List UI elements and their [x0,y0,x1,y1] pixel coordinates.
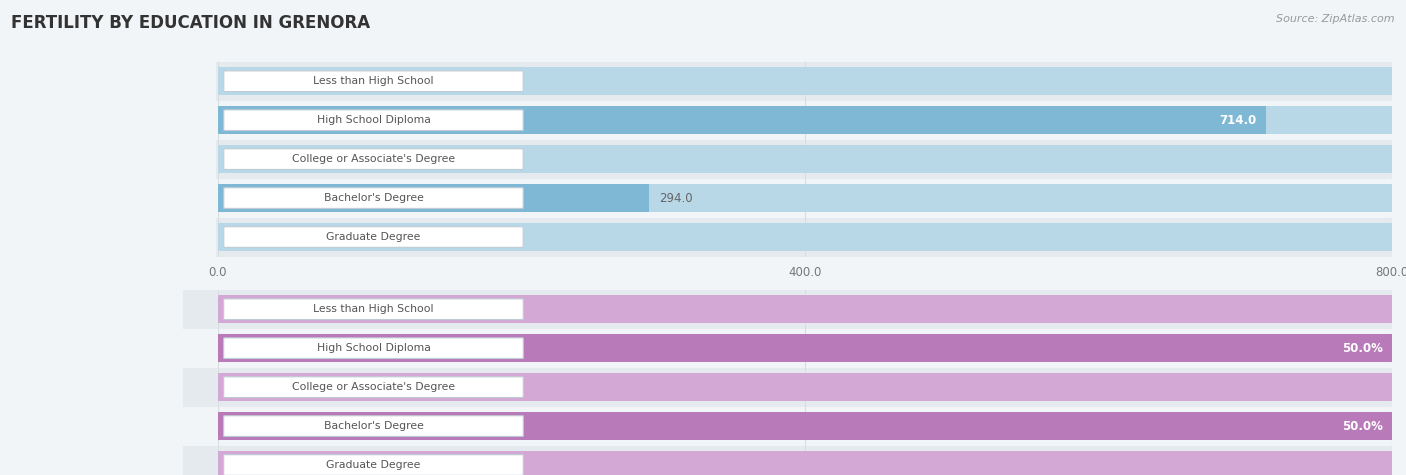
Bar [218,145,1392,173]
Bar [218,290,1392,329]
Bar [218,67,1392,95]
Bar [218,184,650,212]
FancyBboxPatch shape [224,338,523,359]
FancyBboxPatch shape [224,227,523,247]
Bar [218,62,1392,101]
Text: 0.0%: 0.0% [229,303,259,316]
Bar [218,329,1392,368]
Text: High School Diploma: High School Diploma [316,115,430,125]
Text: 50.0%: 50.0% [1341,342,1382,355]
Bar [183,329,218,368]
Bar [218,373,1392,401]
Text: 0.0: 0.0 [229,152,247,166]
Bar [218,106,1392,134]
Text: Graduate Degree: Graduate Degree [326,460,420,470]
Bar [215,218,218,256]
Text: Graduate Degree: Graduate Degree [326,232,420,242]
Bar [218,368,1392,407]
Text: Bachelor's Degree: Bachelor's Degree [323,421,423,431]
Bar [218,223,1392,251]
Text: 294.0: 294.0 [659,191,692,205]
Text: Source: ZipAtlas.com: Source: ZipAtlas.com [1277,14,1395,24]
Bar [215,101,218,140]
Bar [218,295,1392,323]
Text: 0.0%: 0.0% [229,458,259,472]
FancyBboxPatch shape [224,377,523,398]
Text: Less than High School: Less than High School [314,304,433,314]
Bar [183,407,218,446]
Bar [183,290,218,329]
Text: College or Associate's Degree: College or Associate's Degree [292,382,456,392]
FancyBboxPatch shape [224,110,523,131]
Bar [218,412,1392,440]
Text: 0.0: 0.0 [229,75,247,88]
Bar [218,218,1392,256]
Bar [218,101,1392,140]
Bar [218,407,1392,446]
Text: 0.0%: 0.0% [229,380,259,394]
Text: College or Associate's Degree: College or Associate's Degree [292,154,456,164]
Text: 0.0: 0.0 [229,230,247,244]
Text: Less than High School: Less than High School [314,76,433,86]
Text: 714.0: 714.0 [1219,114,1257,127]
Bar [215,140,218,179]
Text: 50.0%: 50.0% [1341,419,1382,433]
Bar [218,451,1392,475]
Bar [218,184,1392,212]
Text: FERTILITY BY EDUCATION IN GRENORA: FERTILITY BY EDUCATION IN GRENORA [11,14,370,32]
Bar [215,62,218,101]
Bar [215,179,218,218]
Bar [218,334,1392,362]
FancyBboxPatch shape [224,149,523,170]
Bar [218,412,1392,440]
Bar [183,368,218,407]
FancyBboxPatch shape [224,71,523,92]
Bar [218,140,1392,179]
Text: High School Diploma: High School Diploma [316,343,430,353]
FancyBboxPatch shape [224,299,523,320]
Bar [183,446,218,475]
FancyBboxPatch shape [224,416,523,437]
Bar [218,334,1392,362]
Bar [218,446,1392,475]
FancyBboxPatch shape [224,188,523,209]
Text: Bachelor's Degree: Bachelor's Degree [323,193,423,203]
Bar [218,179,1392,218]
Bar [218,106,1265,134]
FancyBboxPatch shape [224,455,523,475]
